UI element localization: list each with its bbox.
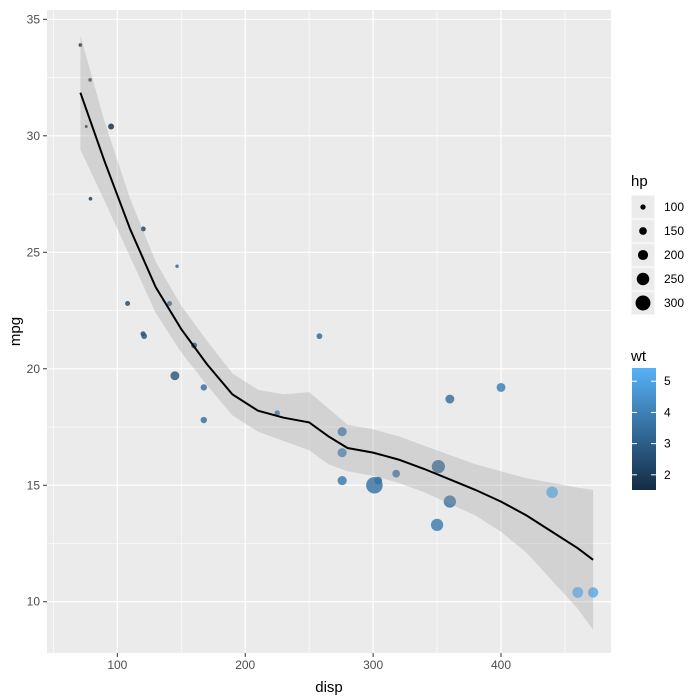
data-point [316, 333, 323, 340]
data-point [546, 486, 558, 499]
size-legend-symbol [639, 227, 647, 235]
x-tick-label: 400 [491, 658, 511, 672]
size-legend: hp 100 150 200 250 300 [630, 173, 684, 316]
data-point [141, 333, 148, 340]
data-points [78, 35, 599, 630]
size-legend-label: 100 [664, 200, 684, 214]
data-point [88, 78, 92, 82]
data-point [140, 226, 146, 232]
size-legend-symbol [636, 272, 650, 286]
data-point [166, 301, 173, 307]
size-legend-symbol [640, 204, 646, 210]
size-legend-label: 300 [664, 296, 684, 310]
confidence-ribbon [80, 35, 594, 630]
x-tick-label: 200 [235, 658, 255, 672]
size-legend-label: 200 [664, 248, 684, 262]
data-point [125, 301, 131, 307]
data-point [200, 384, 208, 391]
y-axis-title: mpg [7, 317, 24, 346]
data-point [170, 371, 180, 381]
data-point [337, 448, 347, 458]
color-legend-label: 3 [664, 437, 671, 451]
data-point [200, 416, 208, 424]
data-point [587, 587, 599, 598]
panel-background [47, 10, 611, 653]
color-legend: wt 2 3 4 5 [630, 348, 671, 490]
y-tick-label: 20 [27, 362, 41, 376]
size-legend-symbol [637, 249, 649, 261]
color-legend-label: 2 [664, 468, 671, 482]
y-tick-label: 10 [27, 595, 41, 609]
data-point [108, 123, 115, 130]
data-point [84, 124, 88, 128]
size-legend-symbol [635, 295, 651, 311]
color-legend-label: 5 [664, 374, 671, 388]
size-legend-title: hp [631, 173, 648, 190]
y-tick-label: 30 [27, 129, 41, 143]
color-legend-bar [632, 368, 656, 490]
data-point [430, 518, 444, 532]
x-tick-label: 100 [107, 658, 127, 672]
data-point [78, 43, 83, 47]
y-tick-label: 15 [27, 478, 41, 492]
data-point [445, 394, 455, 404]
plot-panel [47, 10, 611, 653]
data-point [443, 495, 456, 508]
color-legend-title: wt [630, 348, 647, 365]
data-point [337, 476, 347, 486]
y-tick-label: 35 [27, 12, 41, 26]
x-tick-label: 300 [363, 658, 383, 672]
data-point [496, 382, 506, 392]
data-point [572, 587, 584, 598]
data-point [392, 469, 400, 478]
data-point [274, 410, 280, 416]
axis-ticks: 100 200 300 400 10 15 20 25 30 35 [27, 12, 512, 672]
data-point [431, 460, 445, 474]
color-legend-label: 4 [664, 405, 671, 419]
smooth-line [79, 92, 594, 561]
data-point [88, 196, 93, 201]
size-legend-label: 250 [664, 272, 684, 286]
data-point [337, 427, 347, 437]
data-point [175, 264, 179, 269]
y-tick-label: 25 [27, 245, 41, 259]
x-axis-title: disp [315, 679, 343, 696]
size-legend-label: 150 [664, 224, 684, 238]
data-point [366, 476, 383, 494]
